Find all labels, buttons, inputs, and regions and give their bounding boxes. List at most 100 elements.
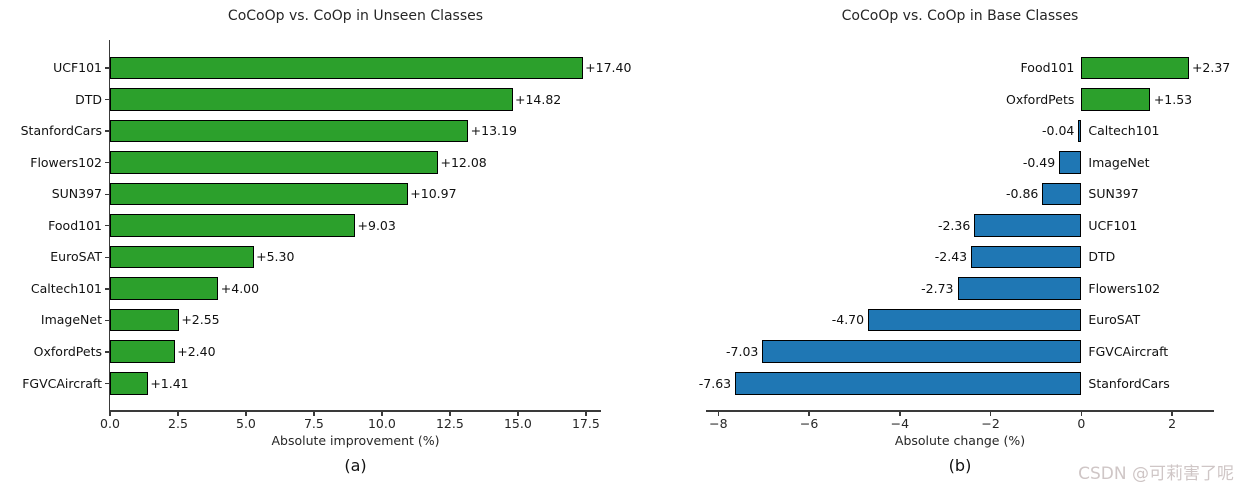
category-label: OxfordPets [1006, 91, 1075, 107]
y-tick-mark [104, 98, 109, 101]
category-label: EuroSAT [50, 249, 102, 265]
y-tick-mark [104, 319, 109, 322]
bar [1059, 151, 1081, 174]
bar [110, 151, 439, 174]
bar [110, 372, 148, 395]
category-label: Food101 [1020, 60, 1075, 75]
value-label: +5.30 [256, 249, 295, 265]
bar [1081, 56, 1189, 80]
x-tick-label: 5.0 [236, 416, 256, 431]
value-label: +2.40 [177, 343, 216, 359]
bar [110, 88, 513, 111]
x-axis-line [706, 410, 1214, 412]
x-tick-label: 17.5 [571, 416, 600, 431]
x-axis-label-b: Absolute change (%) [894, 433, 1026, 448]
x-tick-label: 15.0 [503, 416, 532, 431]
caption-a: (a) [344, 456, 367, 475]
value-label: +2.55 [181, 312, 220, 328]
x-tick-label: −4 [890, 416, 910, 431]
bar [868, 308, 1081, 332]
caption-b: (b) [948, 456, 972, 475]
bar [110, 182, 408, 206]
y-tick-mark [104, 256, 109, 258]
chart-a-title: CoCoOp vs. CoOp in Unseen Classes [227, 8, 484, 24]
x-tick-mark [989, 411, 992, 416]
x-axis-label-a: Absolute improvement (%) [271, 433, 440, 448]
x-tick-label: 12.5 [435, 416, 464, 431]
x-axis-line [109, 410, 601, 412]
chart-b-title: CoCoOp vs. CoOp in Base Classes [841, 8, 1079, 24]
bar [971, 245, 1081, 269]
bar [1078, 119, 1081, 143]
category-label: SUN397 [1088, 186, 1139, 202]
x-tick-mark [1171, 411, 1173, 416]
x-tick-label: 2.5 [168, 416, 188, 431]
value-label: +1.53 [1153, 91, 1193, 107]
y-axis-line [108, 40, 110, 411]
category-label: StanfordCars [20, 123, 102, 139]
x-tick-mark [1080, 411, 1083, 416]
value-label: +9.03 [357, 217, 396, 233]
category-label: FGVCAircraft [1088, 343, 1169, 359]
value-label: +17.40 [585, 60, 632, 75]
value-label: +14.82 [514, 91, 562, 107]
x-tick-mark [177, 411, 179, 416]
bar [1042, 182, 1081, 206]
category-label: UCF101 [1088, 217, 1138, 233]
x-tick-label: 2 [1168, 416, 1177, 431]
x-tick-label: 10.0 [367, 416, 396, 431]
category-label: OxfordPets [33, 343, 102, 359]
value-label: +13.19 [470, 123, 517, 139]
x-tick-label: 7.5 [303, 416, 324, 431]
value-label: -0.49 [1022, 154, 1056, 170]
category-label: Flowers102 [30, 154, 102, 170]
y-tick-mark [104, 382, 109, 385]
bar [762, 340, 1081, 364]
bar [110, 245, 254, 269]
bar [1081, 88, 1151, 111]
bar [110, 308, 179, 332]
x-tick-mark [381, 411, 383, 416]
bar [110, 277, 219, 300]
value-label: -0.86 [1006, 186, 1039, 202]
y-tick-mark [104, 351, 109, 353]
category-label: Flowers102 [1088, 280, 1161, 296]
value-label: -0.04 [1042, 123, 1075, 139]
value-label: -7.03 [726, 343, 759, 359]
y-tick-mark [104, 130, 109, 132]
x-tick-mark [313, 411, 315, 416]
bar [110, 340, 175, 364]
x-tick-mark [585, 411, 587, 416]
value-label: -2.73 [921, 280, 954, 296]
bar [110, 119, 469, 143]
category-label: UCF101 [53, 60, 102, 75]
x-tick-mark [808, 411, 810, 416]
x-tick-mark [517, 411, 519, 416]
bar [110, 214, 356, 237]
category-label: Food101 [48, 217, 102, 233]
x-tick-label: −2 [981, 416, 1000, 431]
value-label: +10.97 [410, 186, 457, 202]
category-label: Caltech101 [1088, 123, 1160, 139]
category-label: EuroSAT [1088, 312, 1141, 328]
x-tick-label: −8 [709, 416, 728, 431]
bar [974, 214, 1081, 237]
value-label: -2.43 [934, 249, 968, 265]
y-tick-mark [104, 288, 109, 290]
bar [110, 56, 583, 80]
x-tick-label: 0 [1077, 416, 1086, 431]
x-tick-mark [109, 411, 111, 416]
bar [957, 277, 1081, 300]
category-label: ImageNet [40, 312, 102, 328]
category-label: DTD [1088, 249, 1116, 265]
value-label: +4.00 [220, 280, 260, 296]
value-label: +1.41 [150, 375, 189, 391]
y-tick-mark [104, 225, 109, 227]
value-label: +2.37 [1191, 60, 1231, 75]
x-tick-label: 0.0 [100, 416, 120, 431]
category-label: DTD [75, 91, 102, 107]
x-tick-mark [717, 411, 720, 416]
category-label: ImageNet [1088, 154, 1150, 170]
x-tick-mark [449, 411, 451, 416]
